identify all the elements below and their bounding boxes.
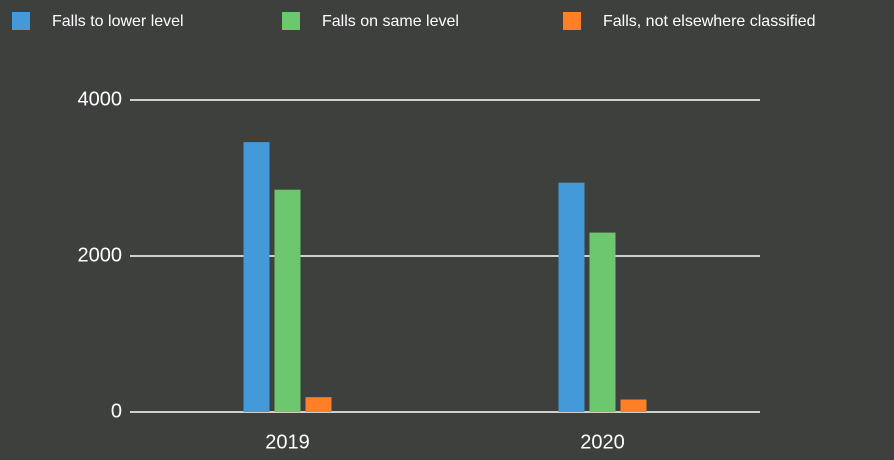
bar bbox=[243, 142, 270, 412]
x-tick-label: 2019 bbox=[265, 431, 310, 453]
bar bbox=[620, 399, 647, 412]
legend-label: Falls on same level bbox=[322, 13, 459, 30]
legend-swatch bbox=[282, 12, 300, 30]
legend-swatch bbox=[12, 12, 30, 30]
y-tick-label: 4000 bbox=[78, 88, 123, 110]
x-tick-label: 2020 bbox=[580, 431, 625, 453]
bar bbox=[305, 397, 332, 412]
legend-label: Falls, not elsewhere classified bbox=[603, 13, 816, 30]
bar bbox=[589, 232, 616, 412]
legend-label: Falls to lower level bbox=[52, 13, 184, 30]
legend-swatch bbox=[563, 12, 581, 30]
y-tick-label: 0 bbox=[111, 400, 122, 422]
bar bbox=[274, 189, 301, 412]
bar bbox=[558, 182, 585, 412]
y-tick-label: 2000 bbox=[78, 244, 123, 266]
